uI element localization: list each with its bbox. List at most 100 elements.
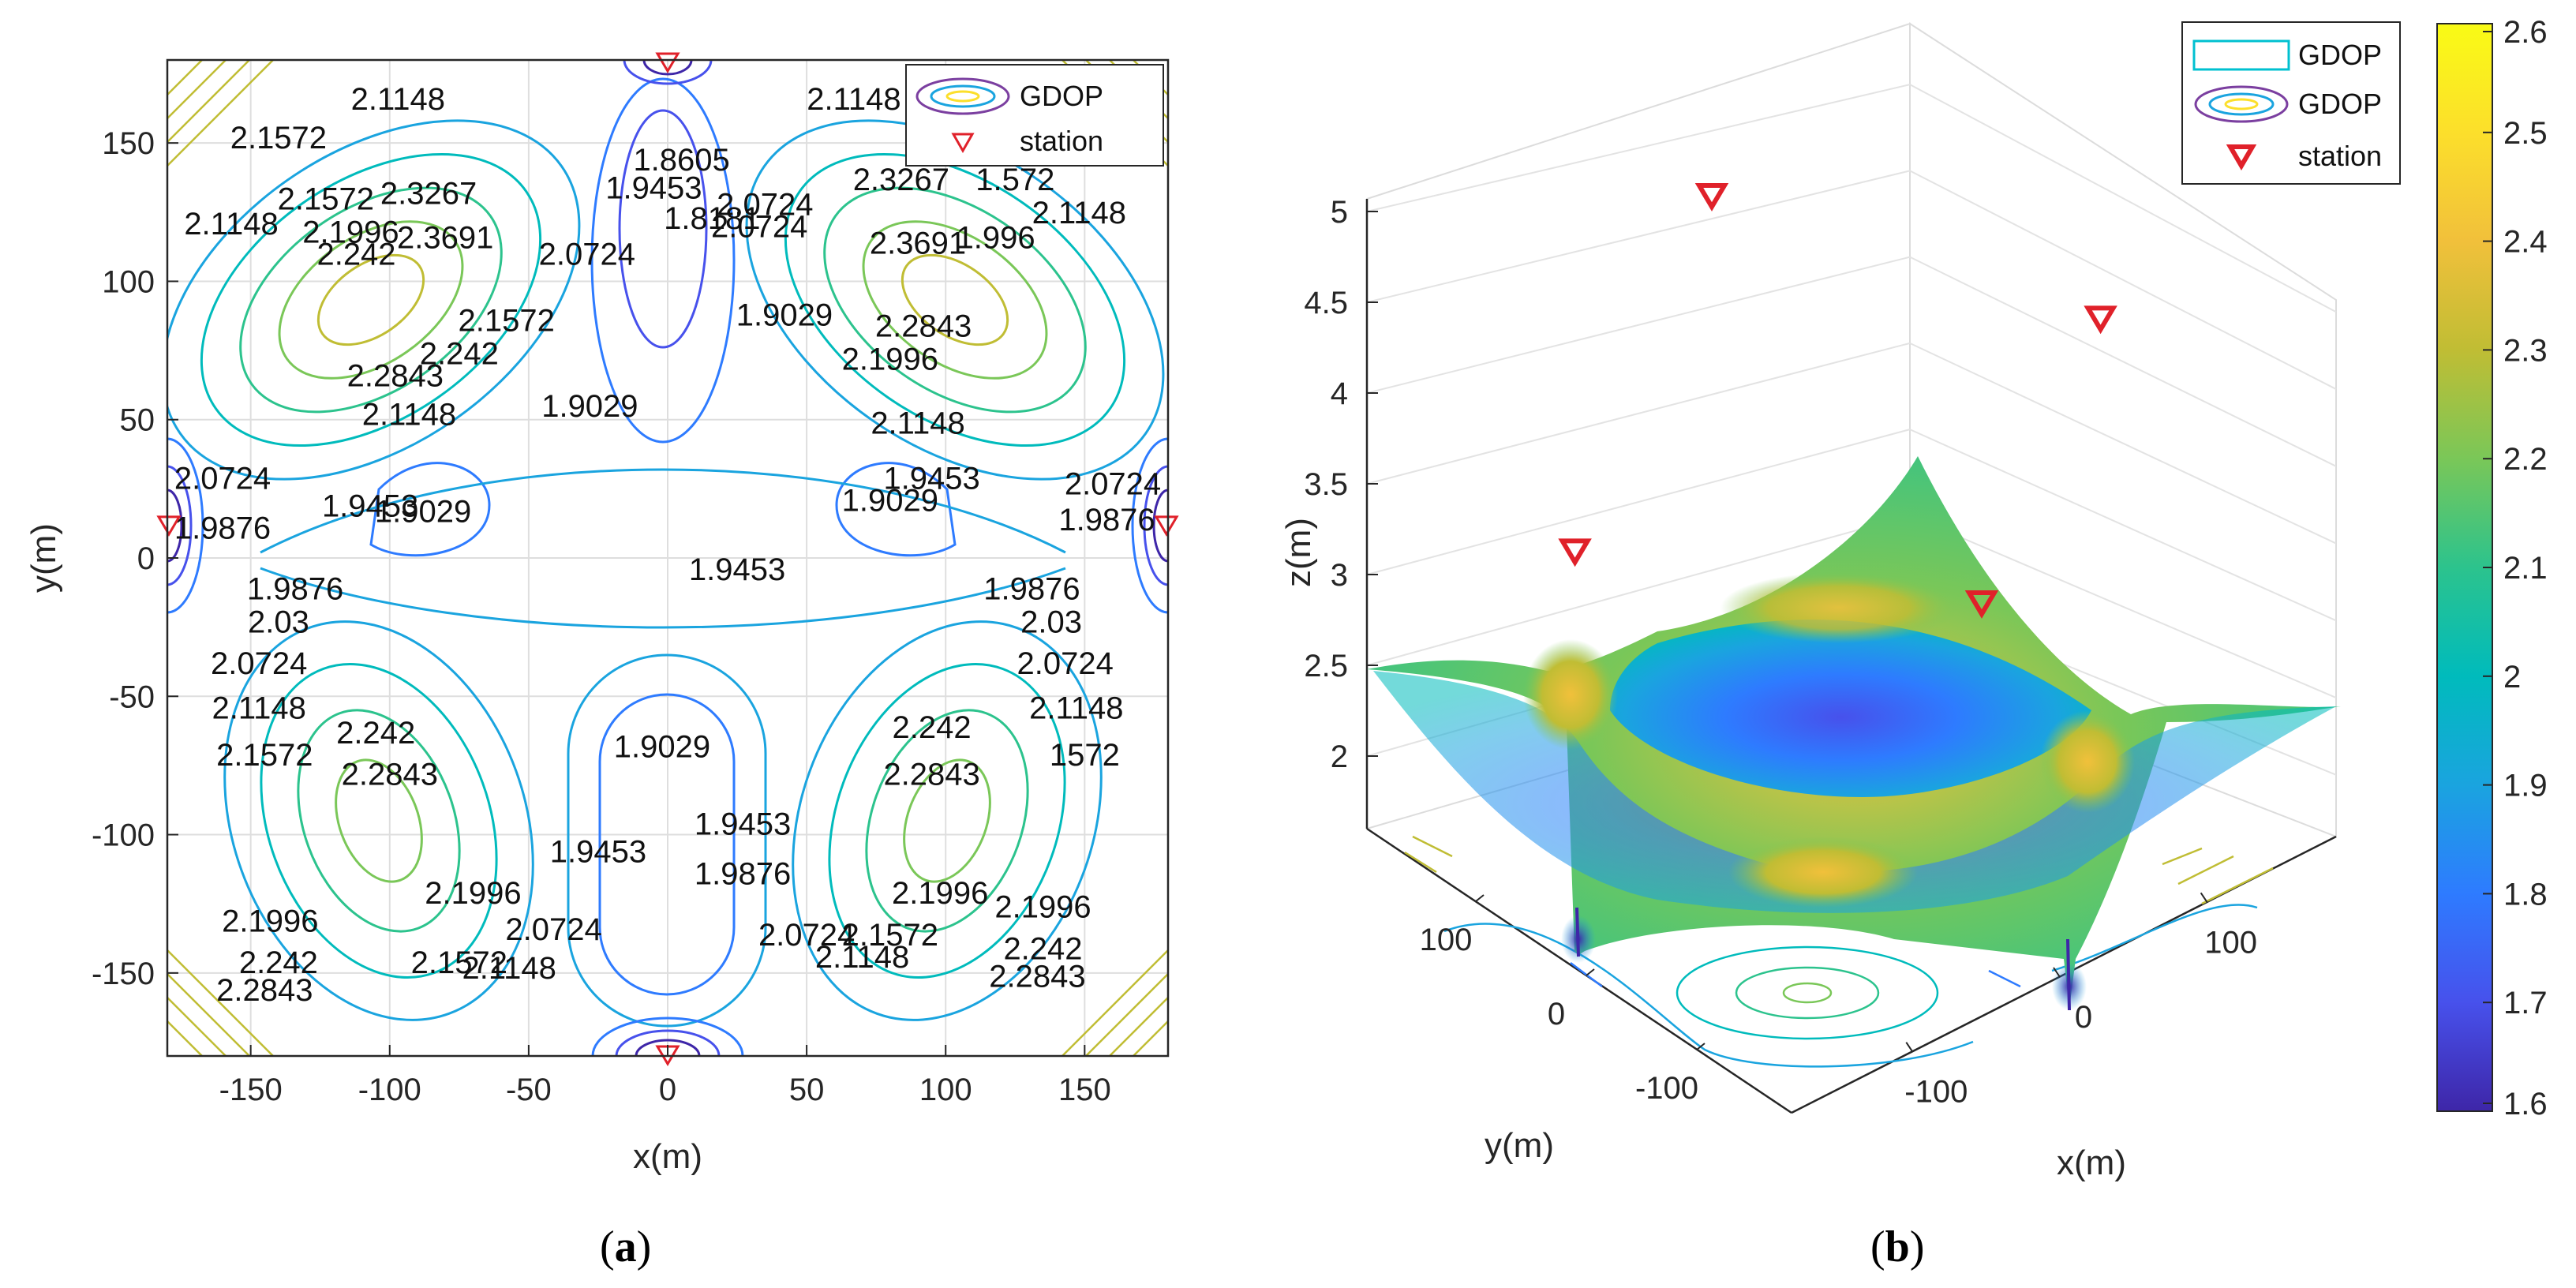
contour-label: 1.8181 bbox=[664, 201, 760, 236]
x-axis-label: x(m) bbox=[633, 1137, 702, 1176]
contour-lines bbox=[167, 60, 1168, 1056]
x-axis-label-3d: x(m) bbox=[2057, 1144, 2126, 1182]
y3d-tick-label: -100 bbox=[1635, 1071, 1698, 1106]
contour-label: 1.9453 bbox=[322, 489, 418, 523]
contour-label: 2.0724 bbox=[1017, 646, 1114, 681]
contour-label: 2.3691 bbox=[397, 220, 493, 255]
contour-lobe-lower-right bbox=[792, 620, 1103, 1021]
station-marker bbox=[1154, 515, 1179, 537]
y-tick-label: -100 bbox=[92, 818, 155, 853]
contour-label: 1.9453 bbox=[550, 835, 646, 870]
contour-label: 2.2843 bbox=[347, 359, 444, 394]
contour-label: 2.242 bbox=[1003, 931, 1082, 966]
x-tick-label: -100 bbox=[358, 1073, 421, 1107]
contour-label: 1.9876 bbox=[983, 572, 1080, 607]
y-tick-label: -50 bbox=[109, 680, 155, 714]
contour-label: 2.2843 bbox=[342, 757, 438, 792]
colorbar-tick-label: 2 bbox=[2503, 660, 2521, 695]
contour-label: 2.1148 bbox=[1032, 196, 1126, 230]
x-tick-label: 0 bbox=[659, 1073, 676, 1107]
y-tick-label: 100 bbox=[102, 264, 155, 299]
contour-label: 2.1148 bbox=[815, 940, 909, 975]
contour-label: 2.1572 bbox=[842, 918, 938, 953]
wall-grid-line bbox=[1366, 170, 1911, 303]
contour-label: 1.9876 bbox=[174, 511, 271, 545]
x3d-tick-mark bbox=[2053, 967, 2061, 978]
legend-station-marker bbox=[951, 133, 975, 154]
contour-label: 2.3267 bbox=[853, 163, 949, 197]
legend-contour-swatch-3d bbox=[2194, 85, 2289, 123]
legend-surface-swatch bbox=[2192, 39, 2290, 71]
contour-label: 2.03 bbox=[1020, 605, 1082, 640]
contour-label: 1.9453 bbox=[695, 807, 791, 842]
contour-station-rings bbox=[167, 60, 1168, 1056]
contour-label: 2.2843 bbox=[883, 757, 979, 792]
contour-label: 2.3691 bbox=[870, 226, 966, 260]
contour-label: 2.03 bbox=[248, 605, 309, 640]
contour-label: 2.1148 bbox=[1029, 691, 1123, 725]
legend-station-marker-3d bbox=[2226, 144, 2257, 170]
y-axis-ticks: 100 0 -100 bbox=[1420, 894, 1705, 1106]
contour-label: 1.9453 bbox=[689, 552, 785, 587]
contour-label: 2.0724 bbox=[539, 237, 635, 271]
y-tick-label: 50 bbox=[120, 403, 155, 438]
legend-label-gdop-contour: GDOP bbox=[2298, 88, 2382, 120]
z-axis-ticks: 5 4.5 4 3.5 3 2.5 2 bbox=[1304, 195, 1378, 774]
contour-label: 2.1148 bbox=[462, 951, 556, 986]
contour-label: 1.9029 bbox=[375, 494, 471, 529]
y-tick-label: 150 bbox=[102, 126, 155, 161]
legend-contour-swatch bbox=[915, 77, 1010, 115]
contour-label: 2.1148 bbox=[184, 207, 278, 242]
contour-label: 2.1996 bbox=[425, 876, 521, 911]
wall-grid-line bbox=[1909, 515, 2337, 698]
contour-label: 2.1996 bbox=[222, 904, 318, 938]
contour-label: 2.242 bbox=[316, 237, 395, 271]
station-marker-3d bbox=[1558, 538, 1592, 567]
contour-label: 2.1148 bbox=[212, 691, 306, 725]
contour-label: 1.9029 bbox=[614, 729, 710, 764]
z-tick-label: 4.5 bbox=[1304, 286, 1348, 320]
colorbar-tick-label: 2.3 bbox=[2503, 333, 2548, 368]
contour-label: 1.9876 bbox=[247, 572, 343, 607]
contour-label: 2.1148 bbox=[807, 82, 900, 117]
contour-label: 1.9453 bbox=[605, 170, 702, 205]
contour-label: 1.572 bbox=[975, 163, 1054, 197]
contour-label: 2.1996 bbox=[842, 343, 938, 377]
y3d-tick-mark bbox=[1696, 1043, 1705, 1050]
caption-a: (a) bbox=[600, 1222, 651, 1271]
contour-label: 1.9029 bbox=[541, 389, 638, 424]
y3d-tick-mark bbox=[1475, 894, 1485, 902]
x-tick-label: -50 bbox=[506, 1073, 552, 1107]
wall-grid-line bbox=[1366, 84, 1911, 212]
contour-lobe-upper-left bbox=[167, 119, 581, 481]
contour-label: 2.0724 bbox=[717, 187, 813, 222]
station-marker-3d bbox=[1694, 183, 1729, 212]
contour-label: 2.242 bbox=[239, 945, 318, 980]
x-tick-label: 50 bbox=[789, 1073, 825, 1107]
z-tick-label: 2.5 bbox=[1304, 649, 1348, 683]
contour-label: 1.9029 bbox=[736, 298, 833, 333]
x-tick-label: 150 bbox=[1058, 1073, 1111, 1107]
contour-plot-panel: 2.15722.11482.15722.19962.2422.11482.326… bbox=[24, 52, 1179, 1176]
colorbar-tick-label: 2.1 bbox=[2503, 551, 2548, 586]
colorbar-tick-label: 2.5 bbox=[2503, 116, 2548, 151]
x3d-tick-mark bbox=[2200, 892, 2208, 903]
x3d-tick-label: -100 bbox=[1904, 1075, 1968, 1110]
contour-label: 2.2843 bbox=[875, 309, 972, 344]
x3d-tick-label: 100 bbox=[2204, 925, 2257, 960]
contour-label: 1.8605 bbox=[633, 143, 729, 178]
x-axis-ticks: -100 0 100 bbox=[1904, 892, 2257, 1110]
contour-label: 2.2843 bbox=[989, 959, 1085, 994]
colorbar-tick-label: 2.6 bbox=[2503, 15, 2548, 50]
contour-lobe-lower-left bbox=[223, 620, 534, 1021]
wall-grid-line bbox=[1366, 515, 1911, 666]
contour-label: 2.0724 bbox=[1065, 466, 1161, 501]
station-marker-3d bbox=[2084, 305, 2117, 335]
colorbar-tick-label: 1.9 bbox=[2503, 769, 2548, 803]
contour-label: 2.0724 bbox=[758, 918, 855, 953]
colorbar-ticks: 2.6 2.5 2.4 2.3 2.2 2.1 2 1.9 1.8 1.7 1.6 bbox=[2483, 15, 2548, 1121]
legend: GDOP station bbox=[905, 64, 1164, 167]
y3d-tick-label: 0 bbox=[1548, 997, 1565, 1032]
legend-label-gdop: GDOP bbox=[1020, 80, 1103, 112]
